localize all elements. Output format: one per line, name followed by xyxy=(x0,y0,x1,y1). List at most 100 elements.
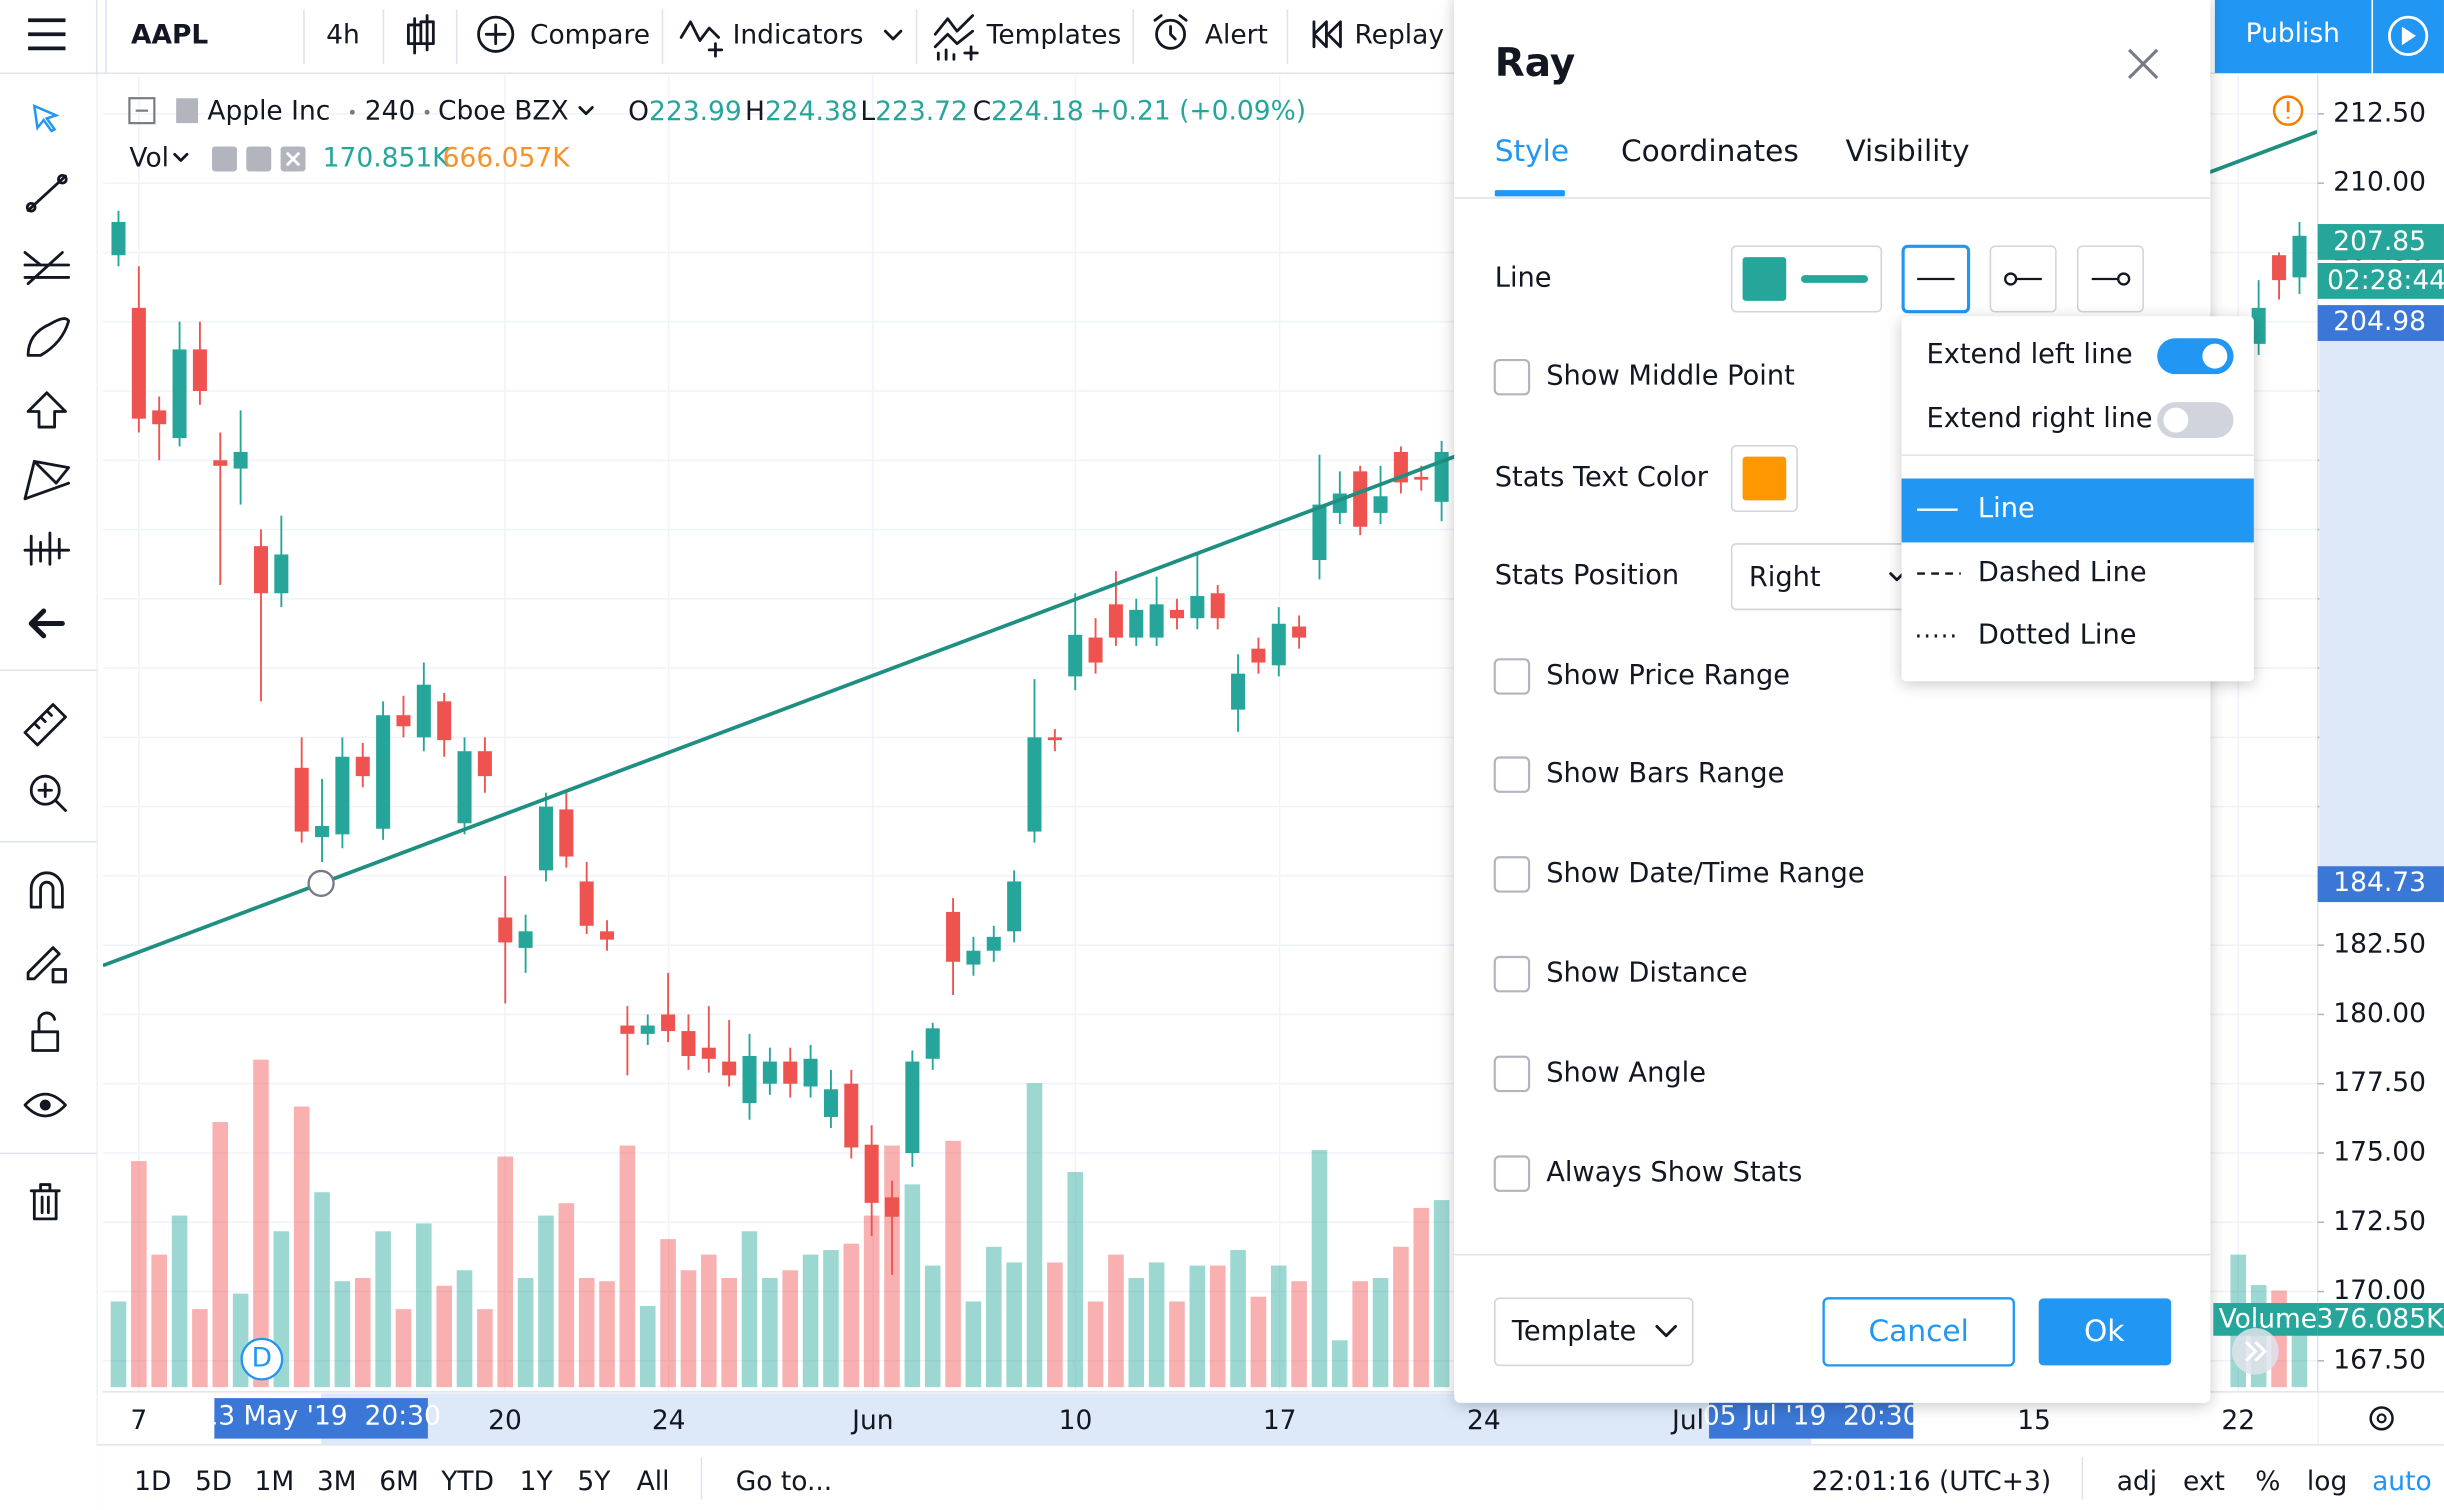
caret[interactable] xyxy=(883,29,903,41)
settings-gear xyxy=(2376,1413,2387,1424)
volume-bar xyxy=(721,1277,737,1388)
menu-item-label: Dotted Line xyxy=(1978,619,2137,650)
shapes-tool[interactable] xyxy=(26,391,67,429)
lock-tool[interactable] xyxy=(31,1011,60,1052)
ok-button[interactable] xyxy=(2038,1298,2172,1366)
checkbox[interactable] xyxy=(1493,358,1531,396)
scale-option[interactable]: log xyxy=(2307,1466,2347,1497)
collapse-icon[interactable] xyxy=(128,97,156,125)
candle-body xyxy=(762,1061,777,1084)
magnet-tool[interactable] xyxy=(29,871,64,909)
alert-icon xyxy=(1153,14,1188,41)
clock[interactable]: 22:01:16 (UTC+3) xyxy=(1812,1466,2052,1497)
candle-body xyxy=(1068,634,1083,677)
lock-drawing-tool[interactable] xyxy=(26,946,67,984)
checkbox[interactable] xyxy=(1493,1155,1531,1192)
stats-position-value: Right xyxy=(1749,562,1821,593)
volume-bar xyxy=(1108,1254,1124,1388)
period-button[interactable]: 1M xyxy=(255,1466,295,1497)
close-button[interactable] xyxy=(2128,48,2159,80)
volume-bar xyxy=(293,1106,310,1388)
cancel-button[interactable] xyxy=(1822,1297,2015,1367)
separator-dot xyxy=(349,109,355,115)
period-button[interactable]: 1Y xyxy=(520,1466,554,1497)
interval-button[interactable]: 4h xyxy=(326,19,360,50)
trend-line-tool xyxy=(25,201,37,213)
publish-button[interactable] xyxy=(2214,0,2373,74)
checkbox[interactable] xyxy=(1493,955,1531,993)
brush-tool[interactable] xyxy=(26,317,71,357)
fib-tool[interactable] xyxy=(23,251,71,286)
cursor-tool[interactable] xyxy=(32,103,60,133)
compare-button[interactable]: Compare xyxy=(530,19,650,50)
indicators-button[interactable]: Indicators xyxy=(733,19,864,50)
zoom-tool[interactable] xyxy=(29,774,61,806)
warning-icon[interactable] xyxy=(2272,95,2304,126)
tab[interactable]: Coordinates xyxy=(1621,134,1799,168)
replay-button[interactable]: Replay xyxy=(1354,19,1444,50)
settings-button[interactable] xyxy=(246,146,272,172)
template-select[interactable] xyxy=(1493,1297,1694,1367)
volume-bar xyxy=(904,1184,921,1388)
exchange[interactable]: Cboe BZX xyxy=(438,96,569,127)
eye-button[interactable] xyxy=(212,146,237,172)
symbol-search[interactable]: AAPL xyxy=(131,19,208,50)
anchor-price-box xyxy=(2317,866,2444,903)
alert-button[interactable]: Alert xyxy=(1205,19,1268,50)
period-button[interactable]: 5D xyxy=(195,1466,232,1497)
dividend-marker[interactable] xyxy=(240,1337,284,1381)
candle-body xyxy=(925,1028,940,1059)
period-button[interactable]: 3M xyxy=(317,1466,357,1497)
line-style-menu: Extend left line Extend right line Line … xyxy=(1901,316,2254,682)
pattern-tool[interactable] xyxy=(23,459,71,501)
settings-gear[interactable] xyxy=(2369,1406,2394,1431)
volume-bar xyxy=(456,1270,473,1388)
checkbox[interactable] xyxy=(1493,1055,1531,1093)
period-button[interactable]: 1D xyxy=(134,1466,171,1497)
volume-bar xyxy=(741,1231,758,1388)
menu-item-selected[interactable] xyxy=(1901,478,2254,543)
hide-toolbar[interactable] xyxy=(28,608,65,639)
chart-type-button[interactable] xyxy=(406,14,435,55)
volume-bar xyxy=(578,1277,595,1388)
candle-body xyxy=(1292,626,1307,638)
visibility-tool[interactable] xyxy=(23,1092,67,1118)
prediction-tool[interactable] xyxy=(23,531,71,566)
candle-body xyxy=(620,1025,635,1034)
tab[interactable]: Style xyxy=(1495,134,1569,168)
volume-bar xyxy=(823,1250,839,1388)
scale-option[interactable]: auto xyxy=(2372,1466,2432,1497)
candle-body xyxy=(1373,496,1388,513)
scale-option[interactable]: ext xyxy=(2183,1466,2225,1497)
delete-tool[interactable] xyxy=(29,1183,61,1221)
volume-bar xyxy=(192,1309,208,1388)
templates-button[interactable]: Templates xyxy=(986,19,1122,50)
line-label: Line xyxy=(1495,262,1552,293)
y-tick-label: 172.50 xyxy=(2333,1206,2426,1237)
menu-button[interactable] xyxy=(28,18,66,51)
period-button[interactable]: All xyxy=(637,1466,670,1497)
candle-body xyxy=(1251,648,1266,663)
period-button[interactable]: 5Y xyxy=(577,1466,611,1497)
period-button[interactable]: YTD xyxy=(440,1466,494,1497)
volume-bar xyxy=(497,1156,514,1388)
candle-body xyxy=(416,684,431,738)
volume-bar xyxy=(1270,1265,1287,1388)
play-icon xyxy=(2401,26,2416,46)
remove-icon xyxy=(285,151,301,167)
ray-anchor[interactable] xyxy=(307,869,335,898)
checkbox[interactable] xyxy=(1493,658,1531,695)
checkbox[interactable] xyxy=(1493,856,1531,893)
play-icon xyxy=(2388,15,2429,56)
goto-button[interactable]: Go to... xyxy=(736,1466,833,1497)
color-swatch xyxy=(1742,257,1787,301)
period-button[interactable]: 6M xyxy=(379,1466,419,1497)
checkbox[interactable] xyxy=(1493,756,1531,793)
volume-bar xyxy=(436,1285,452,1388)
dialog-title: Ray xyxy=(1495,41,1575,86)
scale-option[interactable]: adj xyxy=(2117,1466,2157,1497)
scale-option[interactable]: % xyxy=(2255,1466,2280,1497)
measure-tool[interactable] xyxy=(23,703,67,747)
color-swatch xyxy=(1742,456,1787,501)
tab[interactable]: Visibility xyxy=(1845,134,1969,168)
